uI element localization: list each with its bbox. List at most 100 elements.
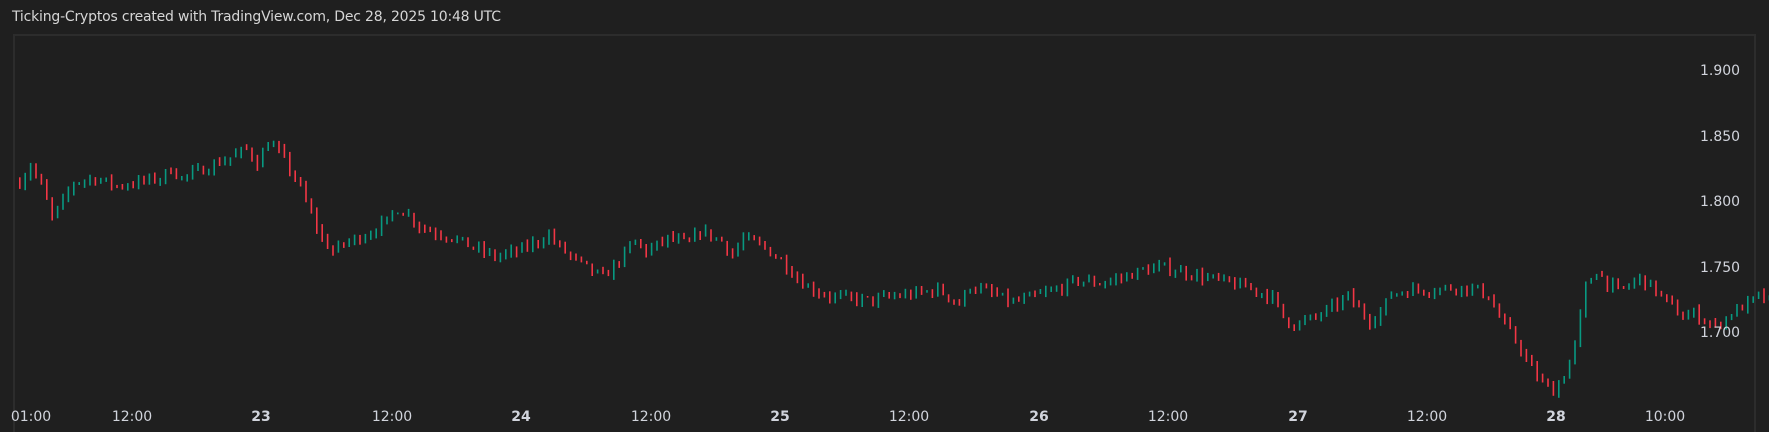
candle-down: [791, 266, 793, 278]
candle-down: [1428, 292, 1430, 298]
candle-up: [67, 186, 70, 203]
candle-up: [488, 248, 491, 256]
price-tick-label: 1.800: [1700, 194, 1741, 210]
candle-up: [629, 241, 631, 254]
candle-up: [704, 224, 707, 237]
candle-up: [1574, 340, 1576, 365]
candle-down: [1466, 285, 1468, 297]
candle-up: [656, 240, 658, 251]
candle-up: [100, 177, 102, 184]
candle-up: [1271, 290, 1274, 304]
candle-down: [1417, 283, 1420, 294]
candle-down: [1018, 296, 1020, 302]
candle-down: [1698, 304, 1700, 325]
candle-down: [175, 168, 178, 180]
candle-down: [289, 151, 291, 177]
candle-down: [1217, 272, 1220, 281]
candle-up: [1115, 273, 1117, 286]
candle-up: [56, 205, 59, 219]
time-tick-label: 27: [1288, 409, 1308, 425]
candle-up: [1001, 292, 1004, 296]
candle-down: [1007, 288, 1009, 308]
candle-up: [926, 290, 928, 293]
candle-up: [83, 179, 86, 188]
candle-up: [397, 212, 399, 215]
candle-up: [1320, 312, 1322, 322]
candle-down: [699, 231, 701, 240]
candle-down: [818, 288, 820, 299]
candle-up: [186, 174, 188, 182]
candle-up: [1401, 291, 1403, 296]
candle-down: [451, 239, 453, 243]
candle-up: [461, 236, 464, 241]
candle-up: [1444, 284, 1447, 291]
candle-down: [683, 232, 685, 240]
candle-down: [278, 140, 280, 154]
candle-down: [974, 286, 977, 294]
candle-down: [553, 228, 556, 245]
candle-up: [380, 215, 383, 236]
candle-down: [434, 227, 437, 241]
candle-down: [1547, 378, 1549, 387]
candle-up: [1639, 273, 1641, 286]
candle-down: [586, 260, 588, 265]
candle-up: [1347, 291, 1349, 301]
candle-up: [1585, 281, 1587, 318]
candle-down: [602, 266, 604, 275]
candle-up: [1730, 314, 1733, 321]
candle-up: [834, 292, 836, 304]
candle-down: [35, 163, 37, 179]
candle-down: [1077, 276, 1079, 286]
candle-down: [721, 236, 723, 242]
candle-up: [1142, 267, 1144, 270]
candle-up: [148, 173, 151, 185]
candle-up: [1066, 278, 1069, 297]
candle-down: [1606, 275, 1609, 292]
candle-down: [1099, 283, 1101, 286]
candle-down: [580, 256, 583, 263]
candle-up: [1304, 315, 1306, 326]
candle-down: [1201, 267, 1204, 286]
candle-down: [494, 249, 496, 262]
candle-down: [440, 230, 442, 241]
time-tick-label: 25: [770, 409, 790, 425]
candle-up: [353, 234, 356, 246]
candle-up: [1239, 277, 1241, 289]
candle-up: [1687, 309, 1690, 320]
candle-down: [942, 283, 944, 296]
candle-up: [742, 232, 745, 251]
candle-down: [316, 207, 318, 234]
candle-up: [677, 233, 680, 244]
candle-down: [607, 269, 610, 277]
candle-down: [467, 237, 469, 248]
candle-down: [110, 174, 113, 191]
candle-up: [1174, 269, 1177, 278]
candle-down: [1455, 288, 1457, 296]
candle-down: [910, 289, 912, 300]
candle-up: [532, 236, 534, 253]
candle-up: [1163, 262, 1166, 266]
chart-title: Ticking-Cryptos created with TradingView…: [12, 9, 501, 25]
candle-up: [1390, 291, 1393, 299]
candle-up: [386, 216, 388, 225]
candle-up: [1649, 279, 1652, 287]
candle-up: [548, 229, 550, 245]
candle-up: [1028, 291, 1031, 297]
candle-down: [872, 296, 874, 307]
candle-down: [1709, 320, 1711, 329]
candle-down: [866, 296, 869, 298]
candle-down: [953, 299, 955, 305]
candle-up: [1633, 277, 1636, 289]
candle-down: [1741, 304, 1744, 311]
candle-down: [1536, 361, 1538, 382]
candle-down: [1190, 275, 1193, 281]
candle-down: [1644, 275, 1646, 291]
candle-down: [424, 224, 426, 233]
candle-up: [542, 237, 545, 249]
time-tick-label: 12:00: [1147, 409, 1189, 425]
candle-up: [915, 286, 917, 299]
time-tick-label: 24: [511, 409, 531, 425]
candle-down: [661, 236, 664, 247]
candle-up: [623, 246, 626, 268]
